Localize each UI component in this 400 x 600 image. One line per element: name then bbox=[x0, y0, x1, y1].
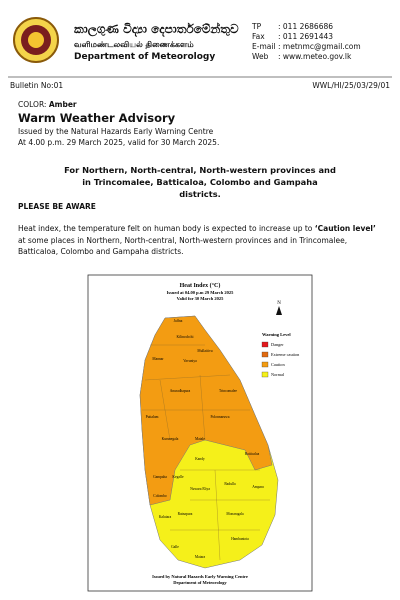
legend: Danger Extreme caution Caution Normal bbox=[261, 341, 300, 378]
district-label: Polonnaruwa bbox=[211, 415, 230, 419]
district-label: Badulla bbox=[224, 482, 236, 486]
district-label: Kilinochchi bbox=[177, 335, 194, 339]
district-label: Kandy bbox=[195, 457, 205, 461]
map-issued: Issued at 04.00 p.m 29 March 2025 bbox=[167, 290, 234, 295]
district-label: Vavuniya bbox=[183, 359, 197, 363]
advisory-body: Heat index, the temperature felt on huma… bbox=[18, 223, 383, 258]
issued-by: Issued by the Natural Hazards Early Warn… bbox=[18, 127, 214, 136]
body-text: Heat index, the temperature felt on huma… bbox=[18, 224, 313, 233]
legend-label: Normal bbox=[271, 372, 285, 377]
district-label: Kalutara bbox=[159, 515, 172, 519]
legend-title: Warning Level bbox=[262, 332, 291, 337]
sinhala-name: කාලගුණ විද්‍යා දෙපාර්තමේන්තුව bbox=[74, 22, 239, 36]
district-label: Kegalle bbox=[172, 475, 184, 479]
contact-row: Web : www.meteo.gov.lk bbox=[252, 52, 361, 62]
contact-label: Fax bbox=[252, 32, 265, 41]
contact-value: : metnmc@gmail.com bbox=[278, 42, 361, 51]
tamil-name: வளிமண்டலவியல் திணைக்களம் bbox=[74, 40, 194, 49]
island-caution bbox=[139, 315, 273, 506]
legend-swatch bbox=[261, 371, 269, 378]
regions: For Northern, North-central, North-weste… bbox=[64, 165, 336, 199]
contact-label: E-mail bbox=[252, 42, 276, 51]
contact-value: : 011 2686686 bbox=[278, 22, 334, 31]
district-label: Matara bbox=[195, 555, 206, 559]
contact-value: : www.meteo.gov.lk bbox=[278, 52, 352, 61]
district-label: Batticaloa bbox=[245, 452, 260, 456]
map-footer: Issued by Natural Hazards Early Warning … bbox=[152, 574, 248, 579]
legend-label: Extreme caution bbox=[271, 352, 300, 357]
color-line: COLOR: Amber bbox=[18, 100, 77, 109]
district-label: Mullaitivu bbox=[197, 349, 212, 353]
district-label: Gampaha bbox=[153, 475, 167, 479]
district-label: Monaragala bbox=[226, 512, 244, 516]
contacts: TP : 011 2686686 Fax : 011 2691443 E-mail: m… bbox=[252, 22, 361, 62]
contact-row: Fax : 011 2691443 bbox=[252, 32, 361, 42]
contact-label: TP bbox=[252, 22, 262, 31]
district-label: Hambantota bbox=[231, 537, 249, 541]
bulletin-reference: WWL/HI/25/03/29/01 bbox=[312, 81, 390, 90]
map-footer: Department of Meteorology bbox=[173, 580, 227, 585]
district-label: Matale bbox=[195, 437, 205, 441]
district-label: Ratnapura bbox=[178, 512, 193, 516]
district-label: Jaffna bbox=[174, 319, 183, 323]
contact-row: E-mail: metnmc@gmail.com bbox=[252, 42, 361, 52]
district-label: Anuradhapura bbox=[170, 389, 191, 393]
color-value: Amber bbox=[48, 100, 77, 109]
legend-label: Caution bbox=[271, 362, 285, 367]
legend-swatch bbox=[261, 351, 269, 358]
district-label: Mannar bbox=[152, 357, 164, 361]
district-borders bbox=[142, 344, 270, 561]
map-title: Heat Index (°C) bbox=[180, 282, 221, 289]
issued-at: At 4.00 p.m. 29 March 2025, valid for 30… bbox=[18, 138, 220, 147]
department-name: Department of Meteorology bbox=[74, 52, 216, 62]
district-label: Kurunegala bbox=[162, 437, 179, 441]
contact-label: Web bbox=[252, 52, 269, 61]
contact-row: TP : 011 2686686 bbox=[252, 22, 361, 32]
district-labels: Jaffna Kilinochchi Mullaitivu Mannar Vavuniy… bbox=[146, 319, 265, 559]
color-label: COLOR: bbox=[18, 100, 47, 109]
district-label: Trincomalee bbox=[219, 389, 237, 393]
contact-value: : 011 2691443 bbox=[278, 32, 334, 41]
district-label: Galle bbox=[171, 545, 179, 549]
legend-swatch bbox=[261, 341, 269, 348]
legend-swatch bbox=[261, 361, 269, 368]
advisory-title: Warm Weather Advisory bbox=[18, 111, 176, 125]
aware-heading: PLEASE BE AWARE bbox=[18, 202, 96, 211]
emblem bbox=[13, 17, 59, 63]
body-text: at some places in Northern, North-centra… bbox=[18, 235, 348, 257]
bulletin-number: Bulletin No:01 bbox=[10, 81, 64, 90]
district-label: Nuwara Eliya bbox=[190, 487, 210, 491]
north-label: N bbox=[277, 301, 281, 306]
map-valid: Valid for 30 March 2025 bbox=[177, 296, 224, 301]
body-bold: ‘Caution level’ bbox=[314, 224, 376, 233]
district-label: Ampara bbox=[252, 485, 264, 489]
district-label: Puttalam bbox=[146, 415, 159, 419]
north-arrow bbox=[276, 306, 282, 315]
district-label: Colombo bbox=[153, 494, 167, 498]
legend-label: Danger bbox=[271, 342, 284, 347]
